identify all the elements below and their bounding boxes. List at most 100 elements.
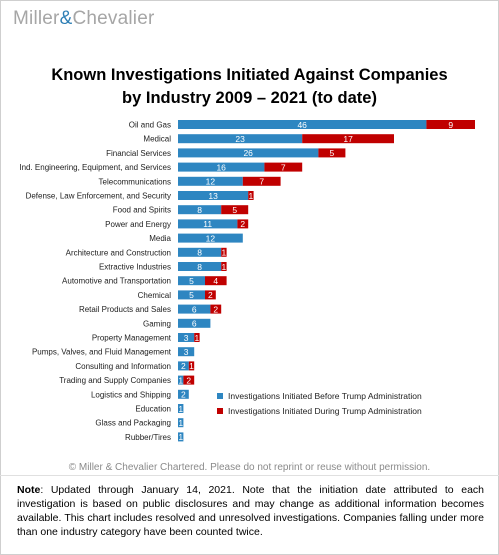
bar-before-property-management [178, 333, 195, 342]
bar-before-architecture-and-construction [178, 247, 222, 257]
value-label-during-ind-engineering-equipment-and-services: 7 [281, 162, 286, 172]
value-label-before-automotive-and-transportation: 5 [189, 276, 194, 286]
logo-part2: Chevalier [72, 8, 155, 29]
value-label-before-retail-products-and-sales: 6 [192, 304, 197, 314]
bar-before-media [178, 233, 243, 243]
category-label-automotive-and-transportation: Automotive and Transportation [62, 277, 171, 286]
bar-before-oil-and-gas [178, 120, 427, 129]
bar-during-consulting-and-information [188, 361, 195, 371]
value-label-before-power-and-energy: 11 [203, 219, 212, 229]
company-logo: Miller&Chevalier [13, 8, 155, 30]
logo-ampersand: & [59, 8, 73, 29]
copyright-notice: © Miller & Chevalier Chartered. Please d… [68, 462, 431, 473]
value-label-during-food-and-spirits: 5 [232, 205, 237, 215]
category-label-architecture-and-construction: Architecture and Construction [66, 248, 171, 257]
value-label-before-property-management: 3 [184, 333, 189, 343]
bar-before-gaming [178, 318, 211, 328]
category-label-consulting-and-information: Consulting and Information [75, 362, 171, 371]
value-label-during-architecture-and-construction: 1 [222, 248, 227, 258]
category-label-oil-and-gas: Oil and Gas [129, 121, 171, 130]
bar-before-glass-and-packaging [178, 418, 184, 428]
value-label-before-logistics-and-shipping: 2 [181, 390, 186, 400]
category-label-ind-engineering-equipment-and-services: Ind. Engineering, Equipment, and Service… [19, 163, 171, 172]
value-label-before-trading-and-supply-companies: 1 [178, 375, 183, 385]
category-label-logistics-and-shipping: Logistics and Shipping [91, 390, 171, 399]
category-label-media: Media [149, 234, 171, 243]
value-label-during-telecommunications: 7 [259, 177, 264, 187]
bar-before-automotive-and-transportation [178, 276, 205, 286]
category-label-retail-products-and-sales: Retail Products and Sales [79, 305, 171, 314]
value-label-before-chemical: 5 [189, 290, 194, 300]
bar-before-rubber-tires [178, 432, 184, 442]
value-label-during-power-and-energy: 2 [240, 219, 245, 229]
value-label-during-consulting-and-information: 1 [189, 361, 194, 371]
chart-title-line1: Known Investigations Initiated Against C… [51, 66, 448, 84]
bar-during-automotive-and-transportation [205, 276, 227, 286]
legend-label-during: Investigations Initiated During Trump Ad… [228, 406, 422, 416]
bar-during-architecture-and-construction [221, 247, 227, 257]
category-label-education: Education [135, 405, 171, 414]
value-label-before-defense-law-enforcement-and-security: 13 [208, 191, 218, 201]
value-label-before-pumps-valves-and-fluid-management: 3 [184, 347, 189, 357]
bar-before-chemical [178, 290, 205, 300]
bar-before-food-and-spirits [178, 205, 222, 215]
legend-swatch-during [217, 408, 223, 414]
bar-during-defense-law-enforcement-and-security [248, 191, 254, 200]
value-label-during-chemical: 2 [208, 290, 213, 300]
value-label-during-financial-services: 5 [330, 148, 335, 158]
value-label-before-rubber-tires: 1 [178, 432, 183, 442]
bar-before-logistics-and-shipping [178, 389, 189, 399]
bar-during-extractive-industries [221, 262, 227, 271]
value-label-during-retail-products-and-sales: 2 [213, 304, 218, 314]
bar-before-trading-and-supply-companies [178, 375, 184, 385]
bar-before-extractive-industries [178, 262, 222, 271]
category-label-food-and-spirits: Food and Spirits [113, 206, 171, 215]
value-label-before-food-and-spirits: 8 [197, 205, 202, 215]
value-label-during-trading-and-supply-companies: 2 [186, 375, 191, 385]
bar-before-consulting-and-information [178, 361, 189, 371]
value-label-before-gaming: 6 [192, 319, 197, 329]
category-label-property-management: Property Management [92, 334, 172, 343]
bar-during-ind-engineering-equipment-and-services [264, 162, 303, 172]
bar-during-food-and-spirits [221, 205, 249, 215]
bar-before-medical [178, 134, 303, 144]
bar-during-oil-and-gas [426, 120, 475, 129]
value-label-during-extractive-industries: 1 [222, 262, 227, 272]
bar-before-defense-law-enforcement-and-security [178, 191, 249, 200]
value-label-during-oil-and-gas: 9 [448, 120, 453, 130]
chart-title: Known Investigations Initiated Against C… [0, 64, 499, 110]
value-label-during-automotive-and-transportation: 4 [213, 276, 218, 286]
bar-during-medical [302, 134, 394, 144]
value-label-during-property-management: 1 [195, 333, 200, 343]
value-label-before-education: 1 [178, 404, 183, 414]
value-label-before-oil-and-gas: 46 [297, 120, 307, 130]
value-label-before-glass-and-packaging: 1 [178, 418, 183, 428]
value-label-before-financial-services: 26 [243, 148, 253, 158]
bar-before-telecommunications [178, 176, 243, 186]
category-label-glass-and-packaging: Glass and Packaging [95, 419, 171, 428]
legend-swatch-before [217, 393, 223, 399]
note-divider [0, 475, 499, 476]
bar-before-financial-services [178, 148, 319, 158]
logo-part1: Miller [13, 8, 60, 29]
category-label-pumps-valves-and-fluid-management: Pumps, Valves, and Fluid Management [32, 348, 172, 357]
bar-during-financial-services [318, 148, 346, 158]
bar-during-trading-and-supply-companies [183, 375, 195, 385]
value-label-during-defense-law-enforcement-and-security: 1 [249, 191, 254, 201]
category-label-telecommunications: Telecommunications [99, 177, 171, 186]
bar-before-retail-products-and-sales [178, 304, 211, 314]
chart-title-line2: by Industry 2009 – 2021 (to date) [122, 89, 377, 107]
value-label-before-ind-engineering-equipment-and-services: 16 [216, 162, 226, 172]
note-text: : Updated through January 14, 2021. Note… [17, 484, 484, 538]
category-label-medical: Medical [143, 135, 171, 144]
bar-before-power-and-energy [178, 219, 238, 229]
bar-during-chemical [205, 290, 216, 300]
value-label-before-medical: 23 [235, 134, 245, 144]
bar-during-property-management [194, 333, 200, 342]
category-label-defense-law-enforcement-and-security: Defense, Law Enforcement, and Security [26, 192, 171, 201]
bar-during-power-and-energy [237, 219, 249, 229]
value-label-before-consulting-and-information: 2 [181, 361, 186, 371]
category-label-chemical: Chemical [138, 291, 172, 300]
bar-before-education [178, 404, 184, 413]
